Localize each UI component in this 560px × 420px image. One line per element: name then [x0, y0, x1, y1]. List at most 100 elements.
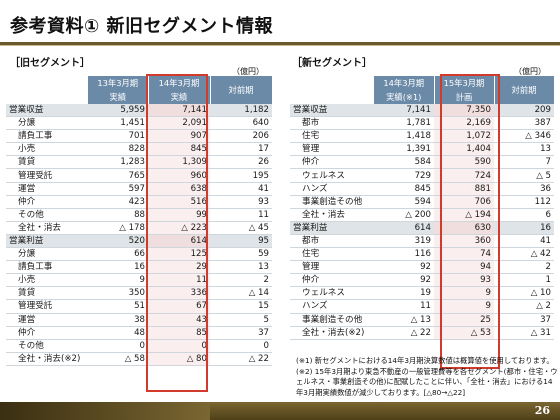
col-header-fy15: 15年3月期 — [434, 76, 495, 90]
value-prior: 66 — [88, 247, 148, 262]
page-number: 26 — [534, 404, 550, 417]
blank-header — [290, 90, 374, 104]
row-label: 営業収益 — [6, 104, 88, 118]
value-prior: 845 — [374, 182, 434, 196]
row-label: 管理受託 — [6, 168, 88, 183]
value-prior: 520 — [88, 234, 148, 249]
value-yoy: △ 2 — [494, 299, 554, 314]
row-label: ウェルネス — [290, 168, 374, 183]
col-header-fy13-sub: 実績 — [88, 90, 149, 104]
row-label: 管理 — [290, 260, 374, 275]
row-label: 請負工事 — [6, 260, 88, 275]
value-highlighted: 1,404 — [434, 142, 494, 157]
table-row: 事業創造その他 △ 13 25 37 — [290, 313, 554, 327]
value-yoy: △ 10 — [494, 286, 554, 301]
value-highlighted: 724 — [434, 168, 494, 183]
category-row: 営業収益 7,141 7,350 209 — [290, 104, 554, 118]
col-header-yoy-new: 対前期 — [494, 76, 555, 104]
value-highlighted: 907 — [148, 129, 210, 144]
value-prior: 88 — [88, 208, 148, 222]
value-highlighted: 43 — [148, 313, 210, 327]
value-yoy: △ 31 — [494, 326, 554, 340]
row-label: 事業創造その他 — [290, 313, 374, 327]
table-row: 賃貸 350 336 △ 14 — [6, 286, 272, 301]
value-yoy: △ 22 — [210, 352, 272, 366]
table-row: 仲介 48 85 37 — [6, 326, 272, 340]
col-header-fy13: 13年3月期 — [88, 76, 149, 90]
category-row: 営業利益 520 614 95 — [6, 234, 272, 249]
value-highlighted: 2,091 — [148, 116, 210, 131]
footnote-2: (※2) 15年3月期より東急不動産の一般管理費等を各セグメント(都市・住宅・ウ… — [296, 366, 558, 397]
value-yoy: 26 — [210, 155, 272, 170]
table-row: ウェルネス 19 9 △ 10 — [290, 286, 554, 301]
row-label: 分譲 — [6, 116, 88, 131]
table-row: その他 0 0 0 — [6, 339, 272, 353]
value-prior: 1,451 — [88, 116, 148, 131]
value-highlighted: 94 — [434, 260, 494, 275]
table-row: 全社・消去 △ 200 △ 194 6 — [290, 208, 554, 222]
value-prior: 594 — [374, 195, 434, 209]
value-yoy: 2 — [210, 273, 272, 288]
value-highlighted: △ 53 — [434, 326, 494, 340]
value-prior: 350 — [88, 286, 148, 301]
row-label: ハンズ — [290, 182, 374, 196]
value-yoy: △ 5 — [494, 168, 554, 183]
value-prior: 48 — [88, 326, 148, 340]
row-label: 仲介 — [290, 155, 374, 170]
new-segment-rows: 営業収益 7,141 7,350 209 都市 1,781 2,169 387 住宅 1,418 1… — [290, 104, 554, 340]
row-label: 運営 — [6, 313, 88, 327]
value-yoy: 36 — [494, 182, 554, 196]
value-prior: 1,418 — [374, 129, 434, 144]
value-prior: 701 — [88, 129, 148, 144]
row-label: 請負工事 — [6, 129, 88, 144]
row-label: 運営 — [6, 182, 88, 196]
new-unit-label: （億円） — [514, 67, 546, 76]
value-yoy: 2 — [494, 260, 554, 275]
value-highlighted: 7,141 — [148, 104, 210, 118]
title-divider — [0, 42, 560, 45]
value-highlighted: 360 — [434, 234, 494, 249]
value-yoy: 640 — [210, 116, 272, 131]
value-yoy: 209 — [494, 104, 554, 118]
value-highlighted: 9 — [434, 286, 494, 301]
category-row: 営業収益 5,959 7,141 1,182 — [6, 104, 272, 118]
category-row: 営業利益 614 630 16 — [290, 221, 554, 235]
value-highlighted: 29 — [148, 260, 210, 275]
value-yoy: 41 — [494, 234, 554, 249]
value-yoy: 1,182 — [210, 104, 272, 118]
value-yoy: 13 — [210, 260, 272, 275]
value-prior: 11 — [374, 299, 434, 314]
row-label: 管理受託 — [6, 299, 88, 314]
value-highlighted: 845 — [148, 142, 210, 157]
row-label: 事業創造その他 — [290, 195, 374, 209]
table-row: 仲介 584 590 7 — [290, 155, 554, 170]
value-highlighted: 125 — [148, 247, 210, 262]
col-header-fy14-new-sub: 実績(※1) — [374, 90, 435, 104]
row-label: 仲介 — [6, 195, 88, 209]
col-header-yoy: 対前期 — [210, 76, 273, 104]
value-highlighted: 960 — [148, 168, 210, 183]
value-highlighted: 93 — [434, 273, 494, 288]
col-header-fy14-new: 14年3月期 — [374, 76, 435, 90]
new-segment-table: 14年3月期 15年3月期 対前期 実績(※1) 計画 営業収益 7,141 7,3… — [290, 76, 555, 340]
value-yoy: 387 — [494, 116, 554, 131]
old-segment-rows: 営業収益 5,959 7,141 1,182 分譲 1,451 2,091 640 請負工事 70… — [6, 104, 272, 366]
table-row: 請負工事 701 907 206 — [6, 129, 272, 144]
value-highlighted: 706 — [434, 195, 494, 209]
value-highlighted: 614 — [148, 234, 210, 249]
value-highlighted: 638 — [148, 182, 210, 196]
value-yoy: △ 45 — [210, 221, 272, 235]
table-row: その他 88 99 11 — [6, 208, 272, 222]
row-label: ハンズ — [290, 299, 374, 314]
value-prior: 19 — [374, 286, 434, 301]
value-highlighted: △ 80 — [148, 352, 210, 366]
table-row: 仲介 92 93 1 — [290, 273, 554, 288]
value-yoy: 59 — [210, 247, 272, 262]
table-row: 管理受託 51 67 15 — [6, 299, 272, 314]
value-highlighted: 99 — [148, 208, 210, 222]
value-highlighted: 590 — [434, 155, 494, 170]
value-prior: 7,141 — [374, 104, 434, 118]
table-row: 小売 828 845 17 — [6, 142, 272, 157]
row-label: 営業利益 — [290, 221, 374, 235]
value-prior: 614 — [374, 221, 434, 235]
